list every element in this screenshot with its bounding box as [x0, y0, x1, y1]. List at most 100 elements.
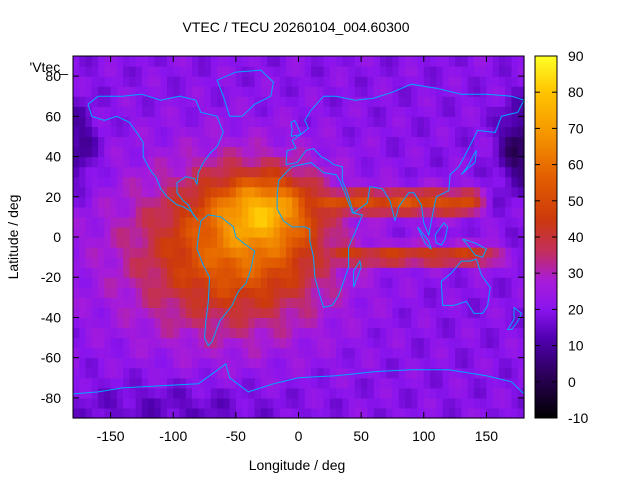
heatmap-cell — [79, 207, 86, 218]
heatmap-cell — [292, 388, 299, 399]
heatmap-cell — [392, 106, 399, 117]
heatmap-cell — [179, 187, 186, 198]
heatmap-cell — [248, 136, 255, 147]
heatmap-cell — [405, 157, 412, 168]
heatmap-cell — [355, 358, 362, 369]
heatmap-cell — [461, 287, 468, 298]
heatmap-cell — [505, 358, 512, 369]
heatmap-cell — [349, 317, 356, 328]
heatmap-cell — [217, 378, 224, 389]
heatmap-cell — [179, 66, 186, 77]
heatmap-cell — [461, 267, 468, 278]
heatmap-cell — [186, 126, 193, 137]
heatmap-cell — [242, 207, 249, 218]
heatmap-cell — [443, 348, 450, 359]
heatmap-cell — [292, 177, 299, 188]
heatmap-cell — [455, 187, 462, 198]
heatmap-cell — [117, 267, 124, 278]
heatmap-cell — [405, 136, 412, 147]
heatmap-cell — [248, 157, 255, 168]
heatmap-cell — [336, 317, 343, 328]
heatmap-cell — [273, 136, 280, 147]
heatmap-cell — [79, 66, 86, 77]
heatmap-cell — [311, 126, 318, 137]
tec-map-chart: VTEC / TECU 20260104_004.60300 -150 -100-… — [0, 0, 640, 480]
heatmap-cell — [443, 96, 450, 107]
heatmap-cell — [217, 177, 224, 188]
heatmap-cell — [86, 358, 93, 369]
heatmap-cell — [192, 66, 199, 77]
heatmap-cell — [405, 147, 412, 158]
heatmap-cell — [405, 317, 412, 328]
heatmap-cell — [380, 76, 387, 87]
heatmap-cell — [104, 257, 111, 268]
heatmap-cell — [217, 106, 224, 117]
heatmap-cell — [330, 237, 337, 248]
heatmap-cell — [154, 167, 161, 178]
heatmap-cell — [286, 267, 293, 278]
heatmap-cell — [493, 227, 500, 238]
heatmap-cell — [299, 297, 306, 308]
heatmap-cell — [205, 348, 212, 359]
heatmap-cell — [117, 388, 124, 399]
heatmap-cell — [154, 328, 161, 339]
heatmap-cell — [499, 338, 506, 349]
heatmap-cell — [292, 368, 299, 379]
heatmap-cell — [148, 388, 155, 399]
heatmap-cell — [154, 297, 161, 308]
heatmap-cell — [86, 368, 93, 379]
heatmap-cell — [324, 408, 331, 419]
heatmap-cell — [468, 177, 475, 188]
heatmap-cell — [123, 126, 130, 137]
heatmap-cell — [411, 257, 418, 268]
heatmap-cell — [161, 398, 168, 409]
heatmap-cell — [92, 157, 99, 168]
heatmap-cell — [411, 66, 418, 77]
heatmap-cell — [236, 227, 243, 238]
heatmap-cell — [167, 116, 174, 127]
heatmap-cell — [261, 388, 268, 399]
heatmap-cell — [111, 287, 118, 298]
heatmap-cell — [292, 227, 299, 238]
heatmap-cell — [455, 227, 462, 238]
heatmap-cell — [173, 378, 180, 389]
heatmap-cell — [336, 398, 343, 409]
heatmap-cell — [154, 147, 161, 158]
heatmap-cell — [424, 177, 431, 188]
heatmap-cell — [305, 56, 312, 67]
heatmap-cell — [361, 338, 368, 349]
heatmap-cell — [280, 398, 287, 409]
heatmap-cell — [205, 76, 212, 87]
heatmap-cell — [211, 66, 218, 77]
heatmap-cell — [424, 388, 431, 399]
heatmap-cell — [436, 207, 443, 218]
heatmap-cell — [217, 328, 224, 339]
heatmap-cell — [299, 167, 306, 178]
heatmap-cell — [424, 66, 431, 77]
heatmap-cell — [380, 157, 387, 168]
heatmap-cell — [374, 277, 381, 288]
heatmap-cell — [186, 187, 193, 198]
heatmap-cell — [386, 126, 393, 137]
heatmap-cell — [392, 76, 399, 87]
heatmap-cell — [280, 187, 287, 198]
heatmap-cell — [267, 328, 274, 339]
heatmap-cell — [493, 368, 500, 379]
heatmap-cell — [167, 136, 174, 147]
heatmap-cell — [142, 368, 149, 379]
heatmap-cell — [292, 317, 299, 328]
heatmap-cell — [367, 307, 374, 318]
heatmap-cell — [286, 237, 293, 248]
heatmap-cell — [117, 287, 124, 298]
heatmap-cell — [511, 237, 518, 248]
heatmap-cell — [286, 136, 293, 147]
heatmap-cell — [386, 317, 393, 328]
heatmap-cell — [148, 237, 155, 248]
heatmap-cell — [505, 368, 512, 379]
heatmap-cell — [461, 408, 468, 419]
heatmap-cell — [411, 378, 418, 389]
heatmap-cell — [392, 408, 399, 419]
heatmap-cell — [167, 267, 174, 278]
heatmap-cell — [424, 106, 431, 117]
heatmap-cell — [511, 328, 518, 339]
